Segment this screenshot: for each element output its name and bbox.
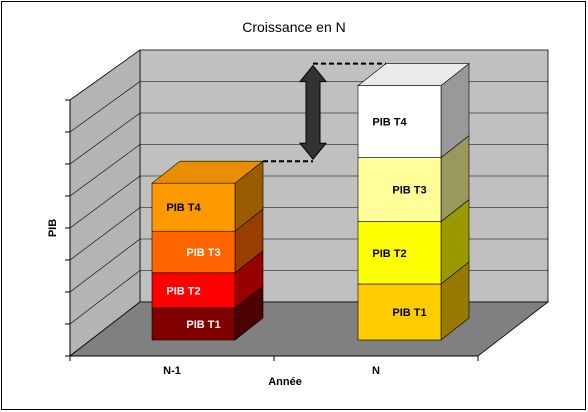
y-axis-label: PIB <box>47 219 59 237</box>
segment-label: PIB T3 <box>392 185 426 197</box>
gridline <box>69 112 141 165</box>
bar-segment <box>151 272 236 309</box>
floor <box>68 301 550 357</box>
bars: PIB T1 PIB T2 PIB T3 PIB T4 PIB T1 PIB T2 PIB … <box>151 62 470 341</box>
x-tick-label: N-1 <box>163 365 181 377</box>
bar-segment <box>357 283 442 341</box>
bar-segment <box>357 85 442 158</box>
segment-label: PIB T3 <box>186 247 220 259</box>
gridline <box>69 270 141 325</box>
bar-segment <box>357 157 442 222</box>
chart-title: Croissance en N <box>242 19 346 35</box>
y-ticks <box>65 99 70 357</box>
bar-top <box>357 63 470 86</box>
gridline <box>69 207 141 261</box>
growth-arrow-group <box>263 62 386 163</box>
bar-segment <box>357 221 442 285</box>
bar-segment <box>151 230 236 274</box>
segment-label: PIB T2 <box>372 248 406 260</box>
gridline <box>69 144 141 197</box>
gridline <box>69 238 141 293</box>
x-axis-label: Année <box>268 376 302 388</box>
segment-label: PIB T1 <box>392 307 426 319</box>
segment-label: PIB T4 <box>372 117 407 129</box>
double-arrow-icon <box>298 64 328 160</box>
segment-label: PIB T2 <box>166 285 200 297</box>
gridline <box>69 175 141 229</box>
segment-label: PIB T1 <box>186 319 220 331</box>
segment-label: PIB T4 <box>166 202 201 214</box>
bar-segment <box>151 307 236 341</box>
x-tick-label: N <box>372 365 380 377</box>
gridline <box>69 81 141 133</box>
